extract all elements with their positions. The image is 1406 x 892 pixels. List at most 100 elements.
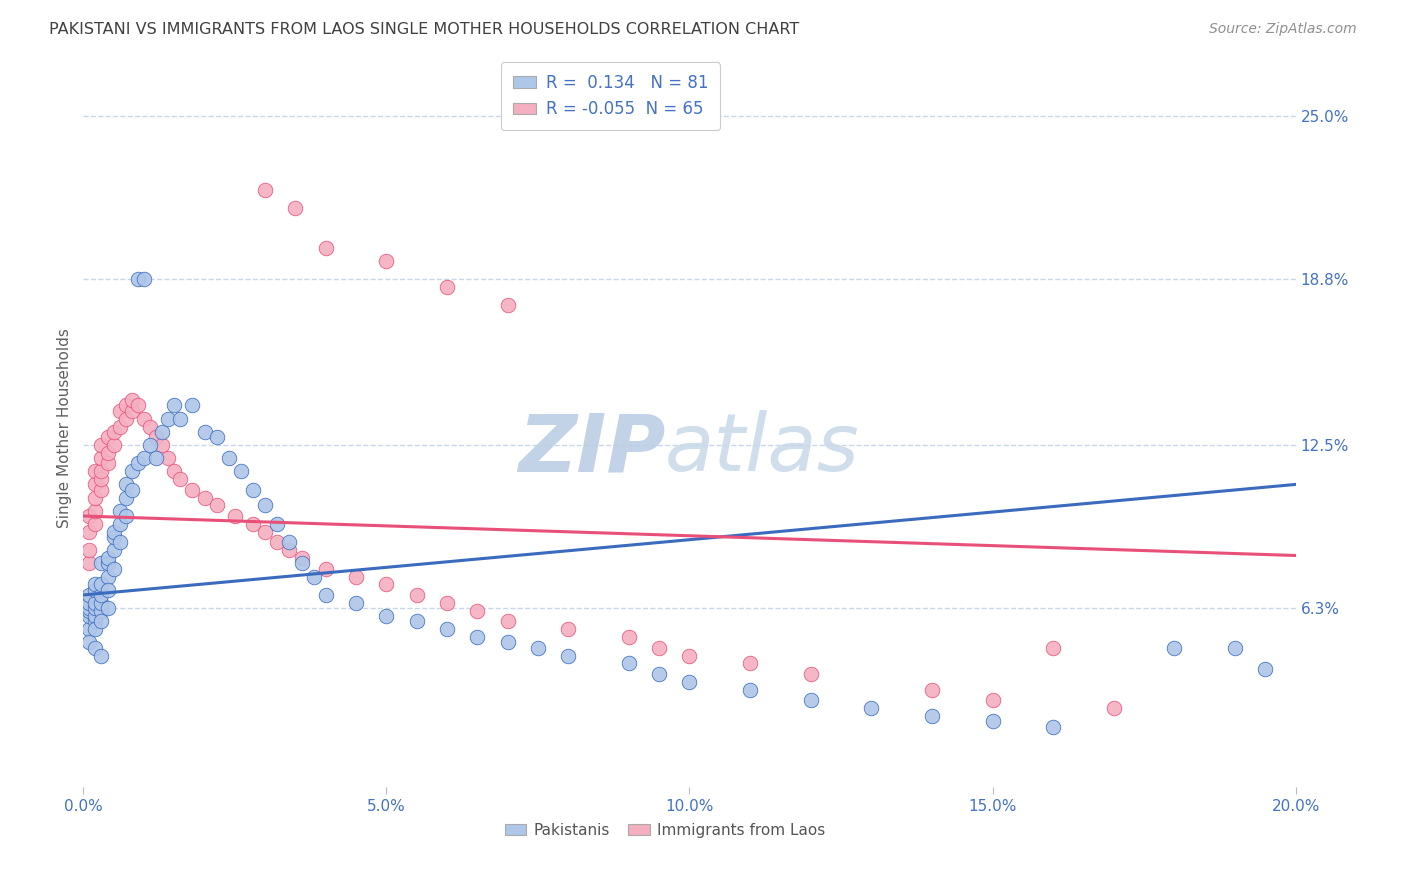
Point	[79, 622, 101, 636]
Point	[127, 272, 149, 286]
Point	[108, 516, 131, 531]
Point	[121, 464, 143, 478]
Point	[315, 240, 337, 254]
Point	[648, 640, 671, 655]
Text: atlas: atlas	[665, 410, 860, 489]
Point	[169, 472, 191, 486]
Point	[315, 588, 337, 602]
Point	[79, 588, 101, 602]
Point	[981, 714, 1004, 729]
Point	[79, 635, 101, 649]
Point	[205, 499, 228, 513]
Point	[108, 504, 131, 518]
Point	[121, 403, 143, 417]
Point	[84, 491, 107, 505]
Point	[1042, 720, 1064, 734]
Point	[103, 562, 125, 576]
Point	[96, 569, 118, 583]
Point	[375, 253, 398, 268]
Point	[103, 543, 125, 558]
Point	[527, 640, 550, 655]
Point	[145, 430, 167, 444]
Point	[79, 508, 101, 523]
Point	[114, 399, 136, 413]
Text: Source: ZipAtlas.com: Source: ZipAtlas.com	[1209, 22, 1357, 37]
Point	[84, 615, 107, 629]
Point	[96, 601, 118, 615]
Point	[284, 201, 307, 215]
Point	[1102, 701, 1125, 715]
Point	[96, 456, 118, 470]
Point	[218, 451, 240, 466]
Point	[1042, 640, 1064, 655]
Point	[96, 446, 118, 460]
Point	[436, 596, 458, 610]
Point	[121, 393, 143, 408]
Point	[84, 577, 107, 591]
Text: PAKISTANI VS IMMIGRANTS FROM LAOS SINGLE MOTHER HOUSEHOLDS CORRELATION CHART: PAKISTANI VS IMMIGRANTS FROM LAOS SINGLE…	[49, 22, 800, 37]
Point	[648, 667, 671, 681]
Point	[79, 543, 101, 558]
Point	[163, 399, 186, 413]
Point	[121, 483, 143, 497]
Point	[90, 451, 112, 466]
Point	[266, 516, 288, 531]
Point	[79, 524, 101, 539]
Point	[114, 491, 136, 505]
Point	[150, 438, 173, 452]
Point	[678, 648, 700, 663]
Point	[150, 425, 173, 439]
Point	[981, 693, 1004, 707]
Point	[103, 524, 125, 539]
Point	[266, 535, 288, 549]
Point	[90, 596, 112, 610]
Point	[103, 438, 125, 452]
Point	[90, 588, 112, 602]
Point	[1254, 662, 1277, 676]
Point	[254, 499, 277, 513]
Point	[108, 535, 131, 549]
Point	[290, 557, 312, 571]
Point	[145, 451, 167, 466]
Point	[96, 582, 118, 597]
Point	[465, 604, 488, 618]
Point	[496, 298, 519, 312]
Point	[103, 425, 125, 439]
Point	[181, 483, 204, 497]
Point	[132, 272, 155, 286]
Point	[290, 551, 312, 566]
Point	[557, 622, 579, 636]
Point	[108, 403, 131, 417]
Point	[127, 456, 149, 470]
Point	[84, 582, 107, 597]
Point	[496, 615, 519, 629]
Point	[1163, 640, 1185, 655]
Point	[800, 693, 823, 707]
Point	[90, 648, 112, 663]
Point	[79, 557, 101, 571]
Point	[79, 601, 101, 615]
Point	[90, 472, 112, 486]
Point	[375, 577, 398, 591]
Point	[738, 682, 761, 697]
Point	[242, 483, 264, 497]
Point	[139, 438, 162, 452]
Point	[278, 535, 301, 549]
Point	[84, 622, 107, 636]
Point	[79, 596, 101, 610]
Point	[114, 411, 136, 425]
Point	[465, 630, 488, 644]
Point	[90, 615, 112, 629]
Point	[108, 419, 131, 434]
Point	[302, 569, 325, 583]
Point	[169, 411, 191, 425]
Point	[84, 504, 107, 518]
Point	[84, 516, 107, 531]
Point	[79, 609, 101, 624]
Point	[278, 543, 301, 558]
Point	[90, 483, 112, 497]
Point	[617, 657, 640, 671]
Point	[132, 411, 155, 425]
Point	[103, 530, 125, 544]
Point	[84, 609, 107, 624]
